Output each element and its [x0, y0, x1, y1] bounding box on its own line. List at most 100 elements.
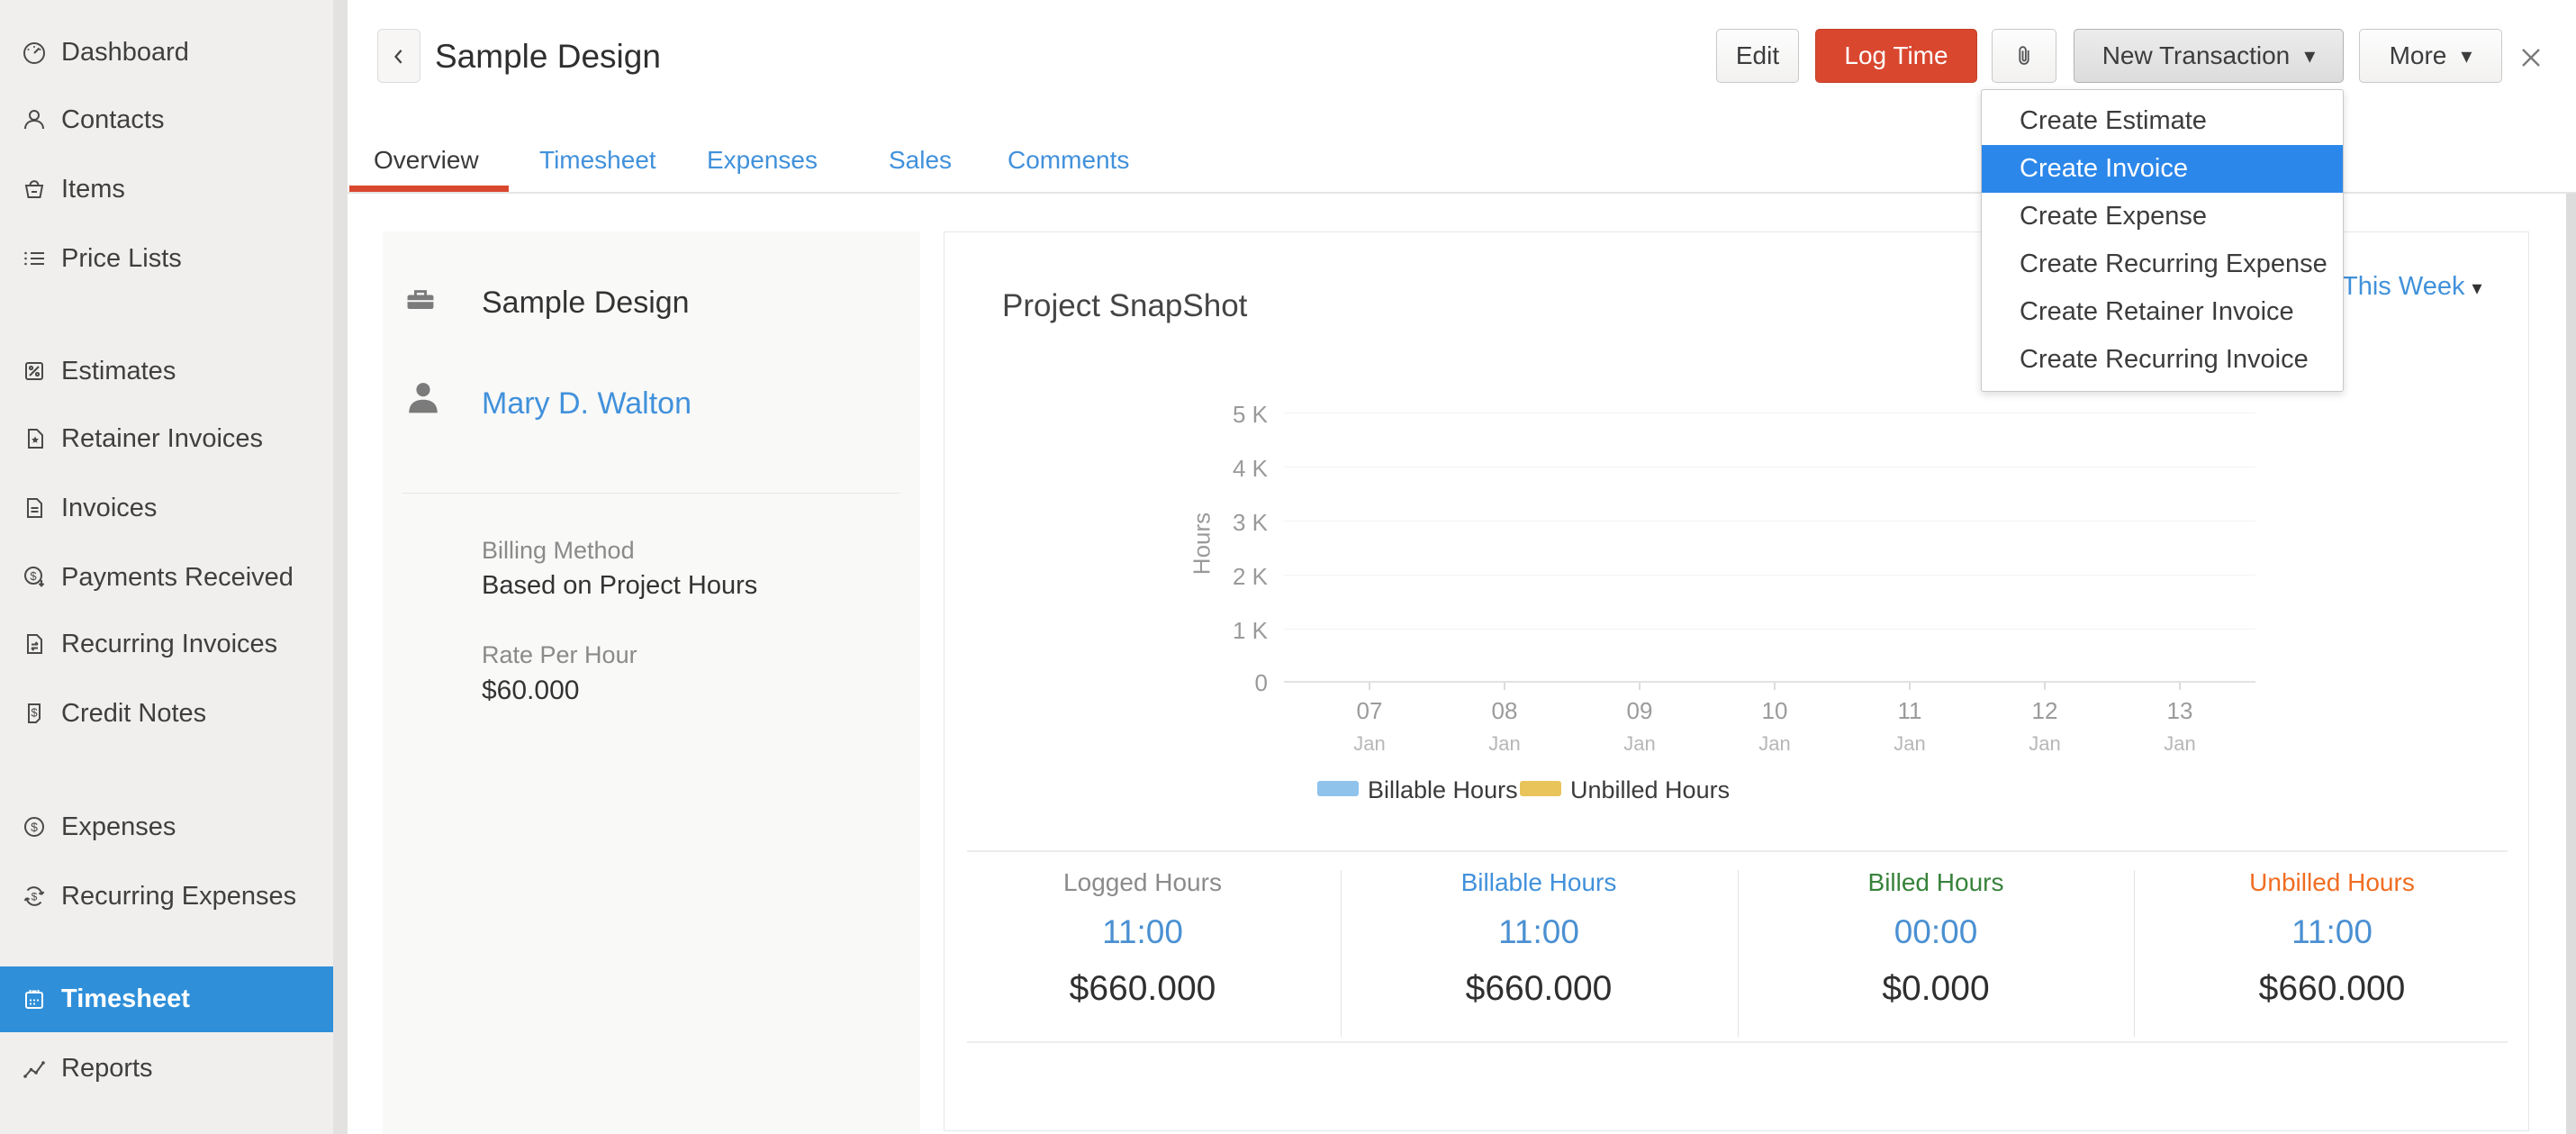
sidebar-item-timesheet[interactable]: Timesheet	[0, 966, 333, 1032]
recurring-invoices-icon	[27, 634, 42, 654]
sidebar-item-payments-received[interactable]: $ Payments Received	[0, 550, 333, 604]
sidebar-item-label: Dashboard	[61, 37, 189, 67]
stat-unbilled-hours: Unbilled Hours 11:00 $660.000	[2134, 868, 2530, 1009]
stat-billable-hours: Billable Hours 11:00 $660.000	[1341, 868, 1737, 1009]
sidebar-item-invoices[interactable]: Invoices	[0, 481, 333, 535]
back-button[interactable]	[377, 29, 420, 83]
stat-amount: $660.000	[1465, 969, 1613, 1008]
menu-item-create-invoice[interactable]: Create Invoice	[1982, 145, 2343, 193]
stats-column-divider	[1738, 870, 1739, 1037]
stat-hours: 00:00	[1894, 913, 1978, 950]
svg-text:$: $	[31, 820, 38, 834]
sidebar-item-reports[interactable]: Reports	[0, 1041, 333, 1095]
sidebar-item-label: Price Lists	[61, 243, 182, 273]
sidebar-item-label: Retainer Invoices	[61, 423, 264, 453]
svg-text:$: $	[31, 706, 38, 720]
payments-received-icon: $	[24, 567, 45, 587]
x-tick: 11 Jan	[1894, 697, 1926, 755]
log-time-button-label: Log Time	[1844, 41, 1948, 69]
menu-item-create-recurring-expense[interactable]: Create Recurring Expense	[2020, 249, 2327, 278]
tab-overview[interactable]: Overview	[374, 146, 479, 174]
gridline	[1284, 521, 2255, 522]
y-tick-label: 1 K	[1232, 617, 1268, 644]
tab-expenses[interactable]: Expenses	[707, 146, 818, 174]
tab-comments[interactable]: Comments	[1008, 146, 1130, 174]
stats-column-divider	[2134, 870, 2135, 1037]
price-lists-icon	[24, 251, 44, 266]
menu-item-create-recurring-invoice[interactable]: Create Recurring Invoice	[2020, 345, 2309, 374]
x-tick: 07 Jan	[1353, 697, 1386, 755]
close-button[interactable]	[2514, 41, 2548, 75]
billing-method-label: Billing Method	[482, 537, 635, 564]
menu-item-create-estimate[interactable]: Create Estimate	[2020, 106, 2207, 135]
stat-amount: $660.000	[1069, 969, 1216, 1008]
caret-down-icon: ▾	[2472, 277, 2482, 299]
stat-amount: $0.000	[1882, 969, 1990, 1008]
sidebar-item-recurring-expenses[interactable]: $ Recurring Expenses	[0, 869, 333, 923]
x-tick-mark	[1369, 683, 1370, 690]
gridline	[1284, 575, 2255, 576]
sidebar-item-recurring-invoices[interactable]: Recurring Invoices	[0, 617, 333, 671]
menu-item-create-expense[interactable]: Create Expense	[2020, 202, 2207, 231]
y-tick-label: 4 K	[1232, 455, 1268, 482]
project-name: Sample Design	[482, 286, 690, 320]
sidebar-item-items[interactable]: Items	[0, 162, 333, 216]
stat-label: Billed Hours	[1867, 868, 2004, 896]
stat-hours: 11:00	[1102, 913, 1183, 950]
sidebar-item-label: Recurring Invoices	[61, 629, 278, 658]
paperclip-icon	[2019, 46, 2029, 65]
sidebar-item-label: Contacts	[61, 104, 165, 134]
more-button[interactable]: More ▾	[2359, 29, 2502, 83]
x-tick-mark	[1504, 683, 1505, 690]
recurring-expenses-icon: $	[23, 886, 45, 906]
sidebar-item-estimates[interactable]: Estimates	[0, 344, 333, 398]
sidebar-item-contacts[interactable]: Contacts	[0, 93, 333, 147]
period-label: This Week	[2342, 272, 2465, 301]
x-tick-mark	[1774, 683, 1776, 690]
sidebar-item-credit-notes[interactable]: $ Credit Notes	[0, 686, 333, 740]
sidebar-item-label: Items	[61, 174, 125, 204]
credit-notes-icon: $	[28, 703, 41, 723]
briefcase-icon	[407, 290, 434, 309]
sidebar-item-expenses[interactable]: $ Expenses	[0, 800, 333, 854]
project-info-panel: Sample Design Mary D. Walton Billing Met…	[383, 231, 920, 1134]
sidebar-item-dashboard[interactable]: Dashboard	[0, 25, 333, 79]
stat-label: Unbilled Hours	[2249, 868, 2415, 896]
tab-timesheet[interactable]: Timesheet	[539, 146, 656, 174]
period-selector[interactable]: This Week ▾	[2342, 272, 2482, 302]
x-tick: 08 Jan	[1488, 697, 1521, 755]
sidebar-item-label: Invoices	[61, 493, 158, 522]
sidebar-item-retainer-invoices[interactable]: Retainer Invoices	[0, 412, 333, 466]
sidebar-item-label: Expenses	[61, 812, 176, 841]
invoices-icon	[27, 498, 42, 518]
svg-text:$: $	[30, 569, 37, 583]
project-manager-link[interactable]: Mary D. Walton	[482, 386, 692, 421]
contacts-icon	[24, 110, 44, 130]
sidebar-item-label: Recurring Expenses	[61, 881, 297, 911]
log-time-button[interactable]: Log Time	[1815, 29, 1977, 83]
stat-label: Billable Hours	[1460, 868, 1617, 896]
edit-button[interactable]: Edit	[1716, 29, 1799, 83]
timesheet-icon	[25, 989, 43, 1009]
attachments-button[interactable]	[1992, 29, 2056, 83]
edit-button-label: Edit	[1735, 41, 1780, 69]
estimates-icon	[25, 362, 43, 380]
legend-swatch-billable	[1317, 781, 1359, 796]
y-tick-label: 5 K	[1232, 401, 1268, 428]
stat-amount: $660.000	[2258, 969, 2406, 1008]
legend-swatch-unbilled	[1520, 781, 1561, 796]
scrollbar-track[interactable]	[2566, 194, 2576, 1134]
person-icon	[409, 383, 438, 413]
billing-method-value: Based on Project Hours	[482, 571, 758, 600]
caret-down-icon: ▾	[2304, 43, 2316, 68]
menu-item-create-retainer-invoice[interactable]: Create Retainer Invoice	[2020, 297, 2294, 326]
chevron-left-icon	[393, 50, 402, 64]
sidebar-item-label: Estimates	[61, 356, 176, 386]
new-transaction-button[interactable]: New Transaction ▾	[2074, 29, 2344, 83]
tab-sales[interactable]: Sales	[889, 146, 953, 174]
sidebar-item-price-lists[interactable]: Price Lists	[0, 231, 333, 286]
sidebar-divider	[333, 0, 348, 1134]
svg-text:$: $	[32, 891, 38, 903]
stat-logged-hours: Logged Hours 11:00 $660.000	[945, 868, 1341, 1009]
stat-hours: 11:00	[2291, 913, 2373, 950]
